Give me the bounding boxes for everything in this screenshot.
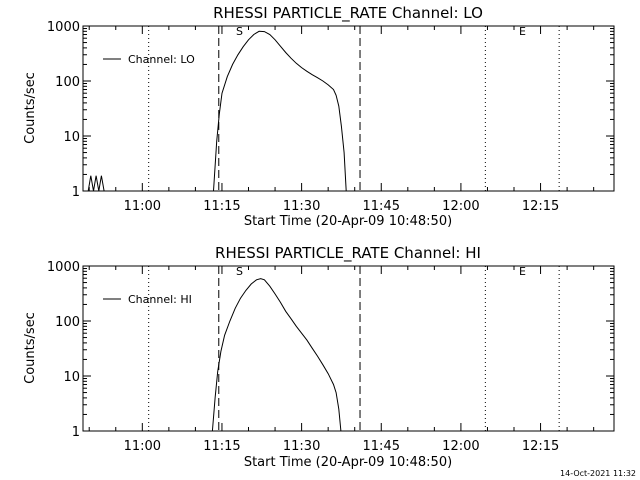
x-axis: 11:00 11:15 11:30 11:45 12:00 12:15 <box>88 266 595 454</box>
y-tick-label: 10 <box>63 130 80 145</box>
chart-title: RHESSI PARTICLE_RATE Channel: LO <box>213 4 483 23</box>
x-tick-label: 11:45 <box>363 199 400 214</box>
grid-lines <box>148 26 560 191</box>
y-tick-label: 1 <box>72 425 80 440</box>
start-marker-label: S <box>236 25 243 38</box>
series-line <box>213 30 347 192</box>
y-tick-label: 1 <box>72 185 80 200</box>
x-tick-label: 11:30 <box>283 199 320 214</box>
x-tick-label: 11:00 <box>124 439 161 454</box>
y-axis: 1 10 100 1000 <box>47 260 614 440</box>
end-marker-label: E <box>519 25 526 38</box>
y-tick-label: 1000 <box>47 20 80 35</box>
panel-hi: RHESSI PARTICLE_RATE Channel: HI 1101001… <box>23 244 615 470</box>
x-tick-label: 11:30 <box>283 439 320 454</box>
footer-timestamp: 14-Oct-2021 11:32 <box>560 469 636 478</box>
x-tick-label: 11:15 <box>203 439 240 454</box>
x-axis: 11:00 11:15 11:30 11:45 12:00 12:15 <box>88 26 595 214</box>
series-lines <box>87 30 347 192</box>
series-line <box>87 175 105 192</box>
x-tick-label: 12:15 <box>522 199 559 214</box>
y-axis-label: Counts/sec <box>23 72 38 144</box>
legend-label: Channel: LO <box>128 53 195 66</box>
chart-title: RHESSI PARTICLE_RATE Channel: HI <box>215 244 481 263</box>
end-marker-label: E <box>519 265 526 278</box>
y-axis: 1 10 100 1000 <box>47 20 614 200</box>
x-tick-label: 11:00 <box>124 199 161 214</box>
x-tick-label: 11:45 <box>363 439 400 454</box>
y-axis-label: Counts/sec <box>23 312 38 384</box>
y-tick-label: 1000 <box>47 260 80 275</box>
x-axis-label: Start Time (20-Apr-09 10:48:50) <box>244 455 452 470</box>
x-tick-label: 12:15 <box>522 439 559 454</box>
plot-frame <box>82 265 615 432</box>
start-marker-label: S <box>236 265 243 278</box>
panel-lo: RHESSI PARTICLE_RATE Channel: LO 1101001… <box>23 4 615 229</box>
y-tick-label: 100 <box>55 315 80 330</box>
x-tick-label: 12:00 <box>442 199 479 214</box>
plot-frame <box>82 25 615 192</box>
x-axis-label: Start Time (20-Apr-09 10:48:50) <box>244 214 452 229</box>
series-lines <box>211 278 342 432</box>
legend-label: Channel: HI <box>128 293 192 306</box>
series-line <box>211 278 342 432</box>
y-tick-label: 100 <box>55 75 80 90</box>
grid-lines <box>148 266 560 431</box>
x-tick-label: 12:00 <box>442 439 479 454</box>
y-tick-label: 10 <box>63 370 80 385</box>
x-tick-label: 11:15 <box>203 199 240 214</box>
